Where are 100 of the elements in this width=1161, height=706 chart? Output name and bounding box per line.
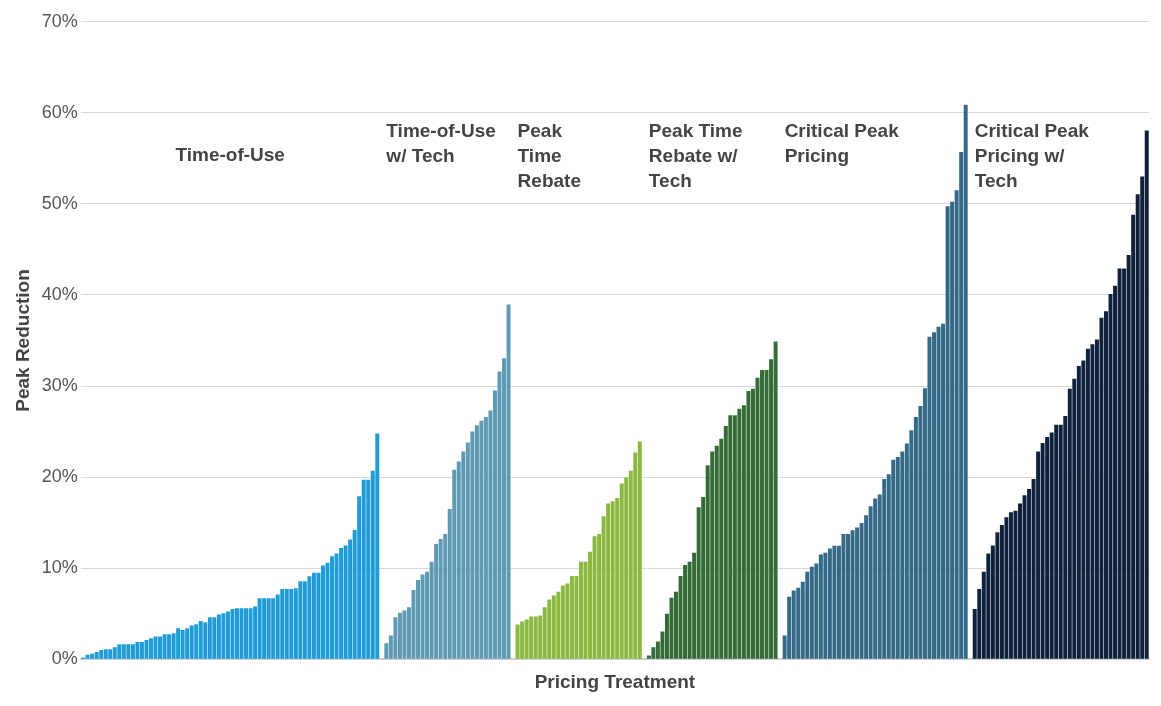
bar [882,478,887,659]
bar [99,650,104,659]
y-tick-label: 20% [41,466,78,487]
bar [185,628,190,659]
bar [266,598,271,659]
bar [271,598,276,659]
bar [823,552,828,659]
bar [320,565,325,659]
y-tick-label: 10% [41,557,78,578]
bar [121,644,126,659]
bar [416,579,421,659]
bar [194,624,199,659]
bar [130,644,135,659]
bar [257,598,262,659]
bar [841,534,846,659]
bar [284,589,289,659]
bar [198,620,203,659]
bar [1090,344,1095,659]
bar [298,581,303,659]
bar [791,590,796,659]
annotation: Time-of-Use w/ Tech [385,119,496,166]
bar [289,589,294,659]
bar [551,595,556,659]
bar [529,616,534,659]
bar [637,441,642,659]
bar [850,530,855,659]
bar [144,640,149,659]
bar [330,556,335,659]
bar [1144,130,1149,659]
bar [153,636,158,659]
bar [158,636,163,659]
y-tick-label: 50% [41,192,78,213]
bar [927,336,932,659]
y-tick-label: 70% [41,10,78,31]
bar [773,341,778,659]
bar [112,647,117,659]
bar [393,617,398,659]
bar [592,536,597,659]
bar [339,548,344,659]
x-axis-title: Pricing Treatment [534,670,696,692]
bar [891,459,896,659]
bar [578,561,583,659]
bar [162,634,167,659]
bar [474,425,479,659]
bar [832,545,837,659]
bar [221,613,226,659]
bar [180,630,185,659]
bar [117,644,122,659]
bar [873,498,878,659]
annotation: Peak Time Rebate [517,119,581,191]
annotation: Time-of-Use [175,143,285,165]
annotation: Critical Peak Pricing [784,119,900,166]
y-axis-title: Peak Reduction [11,269,33,412]
bar [234,608,239,659]
bar [375,433,380,659]
bar [683,564,688,659]
bar [606,503,611,659]
bar [728,415,733,659]
bar [506,304,511,659]
bar [397,612,402,659]
bar [311,572,316,659]
bar [827,548,832,659]
bar [94,651,99,659]
bar [1008,512,1013,659]
bar [855,527,860,659]
bar [402,610,407,659]
bar [85,654,90,659]
bar [207,617,212,659]
bar [167,634,172,659]
bar [936,326,941,659]
bar [809,566,814,659]
bar [225,611,230,659]
bar [547,599,552,659]
bar [244,608,249,659]
y-tick-label: 30% [41,375,78,395]
bar [1054,424,1059,659]
y-tick-label: 0% [51,648,78,669]
bar [420,574,425,659]
bar [262,598,267,659]
bar [90,653,95,659]
bar [212,617,217,659]
bar [108,649,113,659]
bar [126,644,131,659]
bar [805,571,810,659]
bar [1117,268,1122,659]
bar [524,619,529,659]
bar [479,420,484,659]
bar [176,628,181,659]
bar [610,501,615,659]
bar [248,608,253,659]
bar [139,641,144,659]
bar [737,408,742,659]
bar [216,614,221,659]
bar [515,624,520,659]
bar [103,649,108,659]
bar [520,621,525,659]
bar [135,641,140,659]
y-tick-label: 60% [41,101,78,122]
y-tick-label: 40% [41,283,78,304]
bar [280,589,285,659]
